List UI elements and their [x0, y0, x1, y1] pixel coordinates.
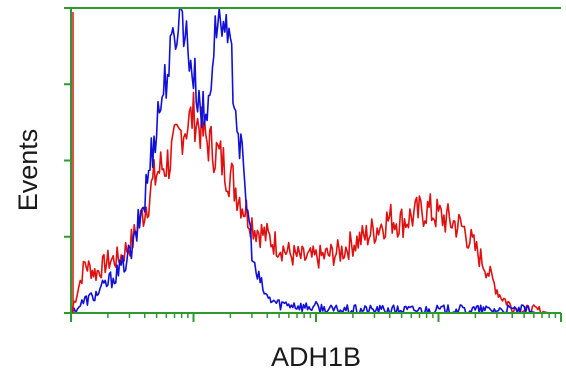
series-line-1	[70, 91, 561, 314]
y-axis-label: Events	[13, 129, 43, 212]
axis-ticks	[64, 7, 562, 322]
plot-area	[71, 8, 561, 313]
x-axis-label: ADH1B	[271, 342, 361, 372]
plot-background	[71, 8, 561, 313]
